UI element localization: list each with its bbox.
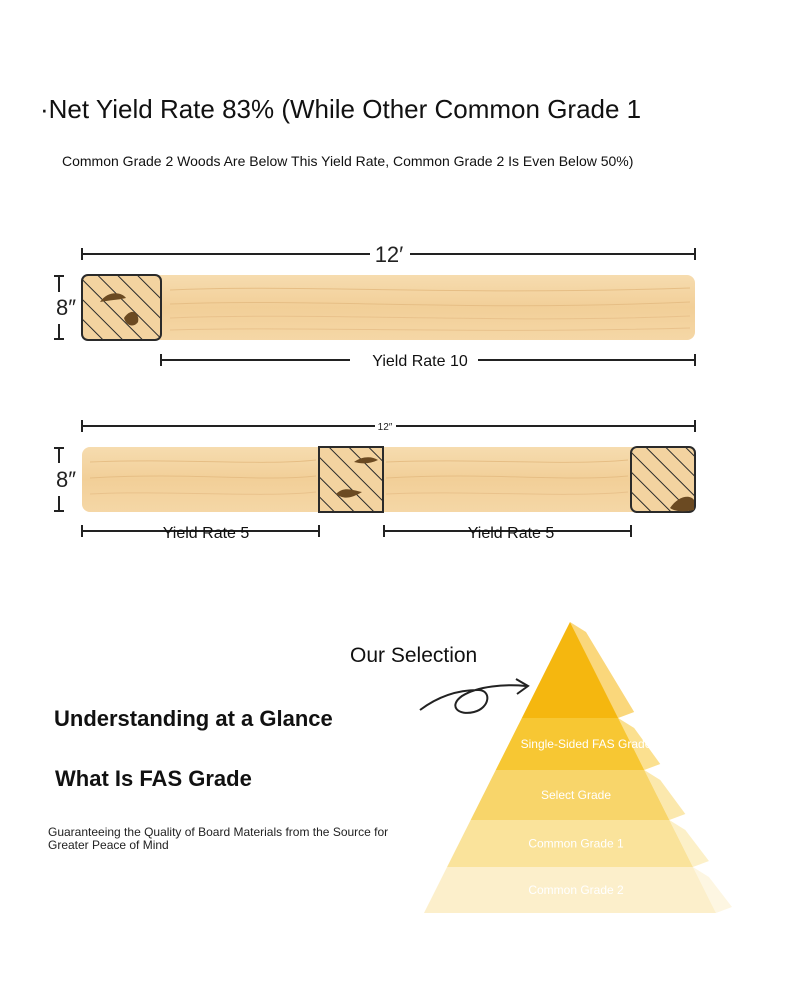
quality-description: Guaranteeing the Quality of Board Materi…: [48, 825, 389, 852]
length-dimension-top: 12′: [81, 242, 696, 267]
pyramid-level-facet-1: [570, 622, 635, 718]
board-yield-diagram: 12′ 8″ Yield Rate 10 12″: [54, 242, 696, 542]
pyramid-level-2: [495, 718, 645, 770]
yield-dimension-bottom-left: Yield Rate 5: [81, 525, 320, 542]
pyramid-level-facet-2: [618, 718, 661, 770]
headline: ·Net Yield Rate 83% (While Other Common …: [40, 94, 642, 124]
width-dimension-top: 8″: [54, 275, 76, 340]
length-dimension-bottom: 12″: [81, 420, 696, 433]
defect-section-bottom-right: [630, 446, 696, 513]
subheadline: Common Grade 2 Woods Are Below This Yiel…: [62, 153, 634, 169]
selection-arrow: [419, 678, 530, 714]
pyramid-level-label-4: Common Grade 1: [528, 837, 624, 851]
pyramid-level-label-3: Select Grade: [541, 788, 611, 802]
pyramid-level-label-2: Single-Sided FAS Grade: [521, 737, 652, 751]
pyramid-level-facet-4: [669, 820, 709, 867]
width-label-top: 8″: [56, 295, 76, 320]
grade-pyramid: Single-Sided FAS Grade Select Grade Common…: [419, 622, 732, 913]
our-selection-label: Our Selection: [350, 644, 478, 667]
pyramid-level-5: [424, 867, 716, 913]
width-dimension-bottom: 8″: [54, 447, 76, 512]
pyramid-level-4: [447, 820, 693, 867]
length-label-top: 12′: [375, 242, 404, 267]
pyramid-level-label-5: Common Grade 2: [528, 883, 624, 897]
fas-grade-title: What Is FAS Grade: [55, 766, 252, 791]
yield-label-bottom-left: Yield Rate 5: [163, 525, 250, 542]
board-bottom: [82, 446, 696, 513]
yield-label-top: Yield Rate 10: [372, 353, 468, 370]
board-top: [81, 274, 695, 341]
defect-section-bottom-middle: [318, 446, 384, 513]
yield-dimension-bottom-right: Yield Rate 5: [383, 525, 632, 542]
length-label-bottom: 12″: [378, 422, 393, 433]
pyramid-level-facet-5: [692, 867, 732, 913]
pyramid-level-3: [470, 770, 670, 820]
pyramid-level-1: [521, 622, 619, 718]
pyramid-level-facet-3: [644, 770, 686, 820]
yield-label-bottom-right: Yield Rate 5: [468, 525, 555, 542]
width-label-bottom: 8″: [56, 467, 76, 492]
glance-title: Understanding at a Glance: [54, 706, 333, 731]
yield-dimension-top: Yield Rate 10: [160, 353, 696, 370]
defect-section-top: [81, 274, 162, 341]
